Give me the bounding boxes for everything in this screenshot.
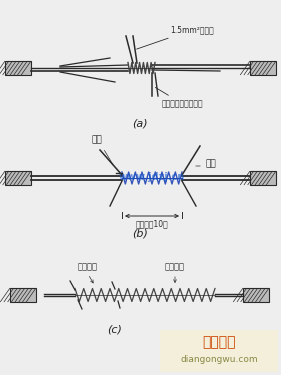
Bar [243, 288, 269, 302]
Text: 填入一根同直径芯线: 填入一根同直径芯线 [155, 87, 204, 108]
Text: (c): (c) [108, 325, 123, 335]
Text: diangongwu.com: diangongwu.com [180, 355, 258, 364]
Text: 继续缠绕: 继续缠绕 [165, 262, 185, 271]
Bar [5, 61, 31, 75]
Text: 电工之屋: 电工之屋 [202, 335, 236, 349]
Text: (a): (a) [132, 118, 148, 128]
Text: 折回: 折回 [205, 159, 216, 168]
Bar [5, 171, 31, 185]
Bar [10, 288, 36, 302]
Text: 继续缠绕: 继续缠绕 [78, 262, 98, 271]
Text: (b): (b) [132, 228, 148, 238]
Text: www.jdzj.cn: www.jdzj.cn [119, 172, 185, 182]
Text: 导线直径10倍: 导线直径10倍 [136, 219, 168, 228]
Bar [250, 171, 276, 185]
Text: 1.5mm²裸铜线: 1.5mm²裸铜线 [137, 26, 214, 49]
Bar [250, 61, 276, 75]
Bar [160, 330, 278, 372]
Text: 折回: 折回 [92, 135, 102, 144]
